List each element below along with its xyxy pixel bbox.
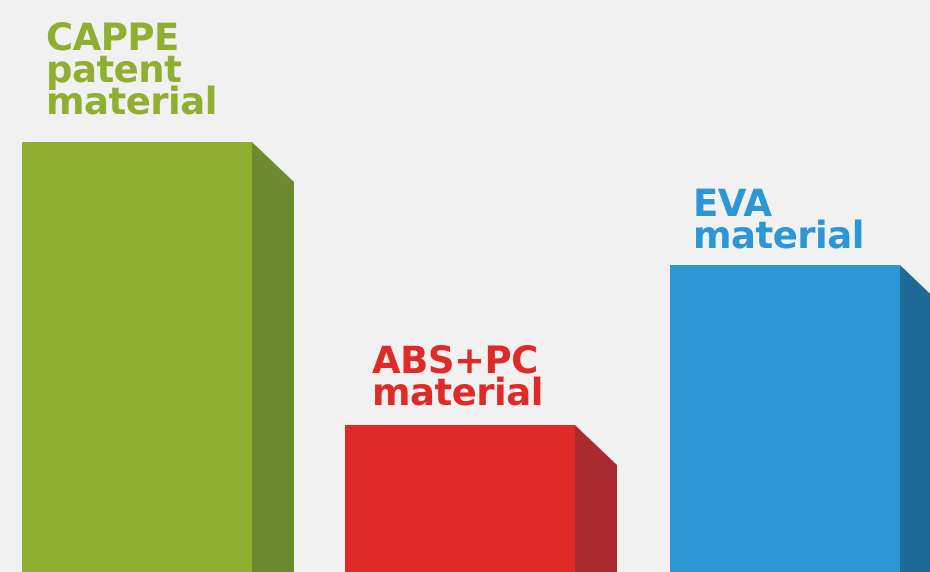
bar-side-abs-pc xyxy=(575,425,617,572)
bar-cappe xyxy=(22,142,252,572)
bar-abs-pc xyxy=(345,425,575,572)
bar-label-eva-line1: EVA xyxy=(693,182,772,225)
bar-eva xyxy=(670,265,900,572)
bar-label-eva: EVA material xyxy=(693,182,864,257)
bar-label-abs-pc-line2: material xyxy=(372,371,543,414)
bar-side-cappe xyxy=(252,142,294,572)
bar-label-cappe: CAPPE patent material xyxy=(46,16,217,123)
bar-side-eva xyxy=(900,265,930,572)
bar-label-cappe-line3: material xyxy=(46,80,217,123)
bar-label-eva-line2: material xyxy=(693,214,864,257)
bar-label-abs-pc: ABS+PC material xyxy=(372,339,543,414)
bar-label-cappe-line2: patent xyxy=(46,48,182,91)
bar-label-abs-pc-line1: ABS+PC xyxy=(372,339,538,382)
bar-label-cappe-line1: CAPPE xyxy=(46,16,179,59)
